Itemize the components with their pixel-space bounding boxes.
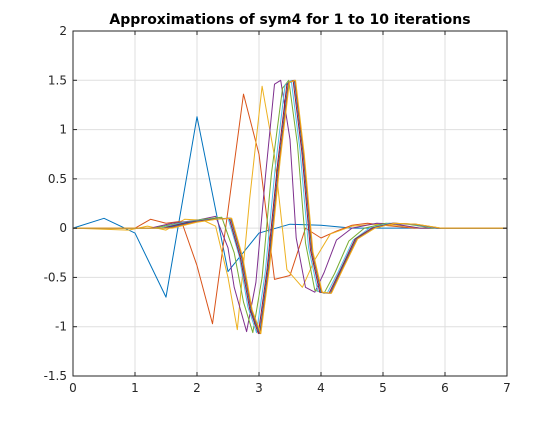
chart-title: Approximations of sym4 for 1 to 10 itera… (109, 12, 470, 28)
series-line-4 (73, 79, 507, 333)
series-line-10 (73, 79, 507, 335)
x-tick-label: 6 (441, 381, 449, 395)
ticks: 0 1 2 3 4 5 6 7 2 1.5 1 0.5 0 -0.5 -1 -1.5 (44, 24, 511, 395)
x-tick-label: 3 (255, 381, 263, 395)
x-tick-label: 1 (131, 381, 139, 395)
x-tick-label: 5 (379, 381, 387, 395)
y-tick-label: 1.5 (48, 73, 67, 87)
series-line-5 (73, 79, 507, 334)
y-tick-label: -1.5 (44, 369, 67, 383)
y-tick-label: -1 (55, 320, 67, 334)
x-tick-label: 4 (317, 381, 325, 395)
series-group (72, 79, 507, 335)
y-tick-label: 0 (59, 221, 67, 235)
y-tick-label: -0.5 (44, 270, 67, 284)
y-tick-label: 0.5 (48, 172, 67, 186)
series-line-1 (72, 116, 507, 298)
series-line-2 (73, 93, 507, 325)
x-tick-label: 0 (69, 381, 77, 395)
y-tick-label: 1 (59, 123, 67, 137)
axes-box (72, 30, 508, 377)
x-tick-label: 7 (503, 381, 511, 395)
y-tick-label: 2 (59, 24, 67, 38)
x-tick-label: 2 (193, 381, 201, 395)
